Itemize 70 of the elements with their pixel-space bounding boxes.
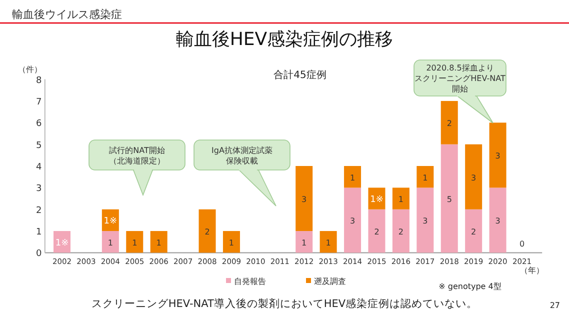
data-label: 1 [326, 238, 331, 248]
bar [392, 188, 410, 210]
x-axis-title: （年） [520, 266, 544, 275]
data-label: 5 [446, 195, 452, 204]
text: スクリーニングHEV-NAT導入後の製剤においてHEV感染症例は認めていない。 [91, 297, 478, 310]
legend-label: 自発報告 [234, 277, 266, 286]
bar [392, 209, 410, 253]
data-label: 1※ [55, 238, 69, 248]
bar [465, 209, 482, 253]
y-tick-label: 7 [36, 97, 42, 108]
y-tick-label: 8 [36, 76, 42, 86]
data-label: 0 [519, 240, 525, 249]
bar [150, 231, 168, 253]
bar [344, 166, 362, 188]
data-label: 1 [350, 173, 356, 182]
bar [368, 188, 386, 210]
data-label: 1 [156, 238, 162, 248]
data-label: 3 [422, 216, 428, 226]
y-tick-label: 0 [36, 249, 42, 260]
annotation: 試行的NAT開始（北海道限定） [109, 146, 165, 166]
y-tick-label: 5 [36, 140, 42, 151]
bar [416, 166, 434, 188]
data-label: 3 [495, 152, 500, 161]
data-label: 1 [422, 173, 428, 182]
bar [489, 188, 506, 253]
data-label: 1※ [370, 195, 384, 206]
y-tick-label: 4 [36, 162, 42, 172]
data-label: 1 [132, 238, 138, 248]
bar [198, 209, 216, 253]
bar [102, 231, 119, 253]
data-label: 1 [108, 238, 113, 248]
data-label: 2 [471, 228, 476, 237]
bar [440, 144, 458, 253]
data-label: 1※ [104, 216, 118, 227]
data-label: 3 [302, 195, 307, 204]
text: 27 [550, 301, 560, 310]
bar [465, 144, 482, 210]
bar [296, 231, 313, 253]
bar [368, 209, 386, 253]
y-tick-label: 3 [36, 184, 42, 194]
y-tick-label: 6 [36, 119, 42, 130]
data-label: 2 [204, 228, 210, 237]
bar [126, 231, 144, 253]
bar [222, 231, 240, 253]
y-axis-title: （件） [18, 65, 42, 74]
data-label: 3 [350, 216, 356, 226]
legend: 遡及調査 [306, 277, 346, 286]
y-tick-label: 2 [36, 206, 42, 216]
legend-label: 遡及調査 [314, 277, 346, 286]
chart-subtitle: 輸血後ウイルス感染症 [12, 8, 122, 21]
bar [344, 188, 362, 253]
data-label: 2 [446, 119, 452, 128]
text: ※ genotype 4型 [438, 282, 502, 291]
legend: 自発報告 [226, 277, 266, 286]
y-tick-label: 1 [36, 228, 42, 238]
chart-title: 輸血後HEV感染症例の推移 [176, 29, 394, 50]
bar [320, 231, 337, 253]
data-label: 3 [471, 173, 476, 182]
bar [416, 188, 434, 253]
annotation: 2020.8.5採血よりスクリーニングHEV-NAT開始 [414, 64, 506, 94]
data-label: 3 [495, 216, 500, 226]
data-label: 1 [302, 238, 307, 248]
data-label: 1 [228, 238, 234, 248]
data-label: 2 [374, 228, 380, 237]
data-label: 2 [398, 228, 404, 237]
bar [489, 122, 506, 188]
annotation: 合計45症例 [274, 69, 326, 81]
data-label: 1 [398, 195, 404, 204]
bar [296, 166, 313, 232]
annotation: IgA抗体測定試薬保険収載 [212, 146, 272, 166]
